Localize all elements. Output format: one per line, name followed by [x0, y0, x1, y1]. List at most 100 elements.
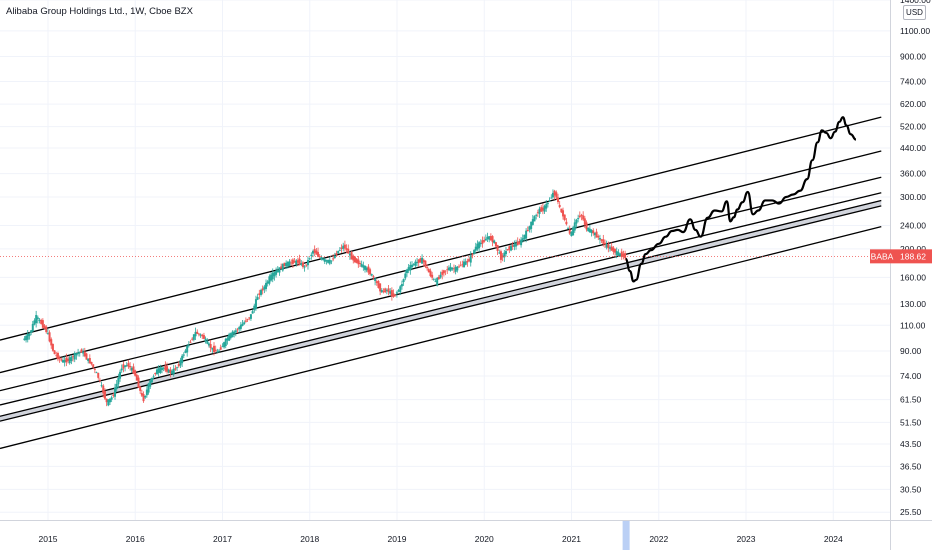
- candle-body: [441, 271, 444, 275]
- candle-body: [137, 377, 140, 388]
- candle-body: [471, 254, 474, 256]
- candle-body: [504, 251, 507, 255]
- candle-body: [583, 218, 586, 225]
- candle-body: [463, 261, 466, 268]
- channel-band: [0, 200, 882, 422]
- candle-body: [249, 314, 252, 319]
- time-tick-label: 2018: [300, 534, 319, 544]
- candle-body: [233, 331, 236, 334]
- candle-body: [496, 244, 499, 252]
- candle-body: [518, 242, 521, 244]
- price-tick-label: 520.00: [900, 122, 926, 132]
- candle-body: [385, 290, 388, 291]
- candle-body: [192, 334, 195, 340]
- time-tick-label: 2021: [562, 534, 581, 544]
- candle-body: [362, 265, 365, 268]
- candle-body: [204, 338, 207, 342]
- candle-body: [588, 228, 591, 233]
- candle-body: [176, 367, 179, 369]
- candle-body: [26, 333, 29, 340]
- candle-body: [55, 354, 58, 356]
- price-tick-label: 1400.00: [900, 0, 931, 5]
- candle-body: [244, 320, 247, 322]
- candle-body: [422, 259, 425, 263]
- candle-body: [399, 286, 402, 293]
- price-tick-label: 110.00: [900, 320, 926, 330]
- candle-body: [164, 365, 167, 371]
- candle-body: [35, 315, 38, 324]
- candle-body: [491, 236, 494, 243]
- candle-body: [447, 267, 450, 271]
- candle-body: [567, 228, 570, 230]
- candle-body: [454, 266, 457, 272]
- candle-body: [112, 394, 115, 396]
- candle-body: [315, 250, 318, 255]
- symbol-tag-text: BABA: [871, 251, 894, 261]
- candle-body: [515, 243, 518, 247]
- candle-body: [328, 259, 331, 264]
- candle-body: [578, 215, 581, 218]
- candle-body: [238, 327, 241, 330]
- candle-body: [229, 333, 232, 339]
- candle-body: [70, 356, 73, 361]
- candle-body: [365, 267, 368, 271]
- candle-body: [117, 377, 120, 385]
- candle-body: [231, 331, 234, 338]
- candle-body: [431, 274, 434, 278]
- time-tick-label: 2016: [126, 534, 145, 544]
- price-tick-label: 160.00: [900, 272, 926, 282]
- candle-body: [166, 366, 169, 372]
- candle-body: [540, 207, 543, 212]
- candle-body: [239, 324, 242, 329]
- candle-body: [80, 349, 83, 353]
- candle-body: [580, 214, 583, 216]
- candle-body: [481, 240, 484, 244]
- candle-body: [380, 289, 383, 293]
- time-tick-label: 2015: [39, 534, 58, 544]
- candle-body: [30, 330, 33, 333]
- candle-body: [446, 269, 449, 271]
- currency-button[interactable]: USD: [903, 5, 926, 20]
- price-axis[interactable]: 1400.00 1100.00 900.00 740.00 620.00 520.00 44…: [900, 0, 931, 517]
- candle-body: [355, 258, 358, 263]
- candle-body: [506, 249, 509, 251]
- candle-body: [379, 283, 382, 292]
- candle-body: [45, 326, 48, 333]
- candle-body: [90, 361, 93, 365]
- candle-body: [414, 261, 417, 266]
- candle-body: [369, 269, 372, 275]
- candle-body: [498, 252, 501, 254]
- candle-body: [241, 323, 244, 326]
- candle-body: [372, 276, 375, 278]
- candle-body: [209, 344, 212, 349]
- candle-body: [530, 221, 533, 229]
- candle-body: [219, 347, 222, 350]
- candle-body: [134, 370, 137, 376]
- candle-body: [600, 239, 603, 241]
- candle-body: [587, 227, 590, 232]
- candle-body: [585, 222, 588, 230]
- candle-body: [551, 192, 554, 198]
- candle-body: [459, 265, 462, 267]
- candle-body: [259, 290, 262, 295]
- candle-body: [285, 262, 288, 267]
- candle-body: [603, 242, 606, 245]
- candle-body: [88, 358, 91, 364]
- candle-body: [575, 219, 578, 224]
- candle-body: [160, 367, 163, 370]
- candle-body: [546, 203, 549, 205]
- candle-body: [523, 234, 526, 240]
- candlestick-series: [23, 189, 627, 407]
- candle-body: [171, 370, 174, 374]
- candle-body: [46, 333, 49, 334]
- price-tick-label: 440.00: [900, 143, 926, 153]
- candle-body: [412, 264, 415, 265]
- candle-body: [125, 365, 128, 366]
- candle-body: [541, 207, 544, 211]
- candle-body: [556, 197, 559, 203]
- candle-body: [53, 350, 56, 355]
- candle-body: [56, 353, 59, 360]
- time-axis[interactable]: 2015 2016 2017 2018 2019 2020 2021 2022 2023 2024: [39, 534, 843, 544]
- candle-body: [337, 250, 340, 254]
